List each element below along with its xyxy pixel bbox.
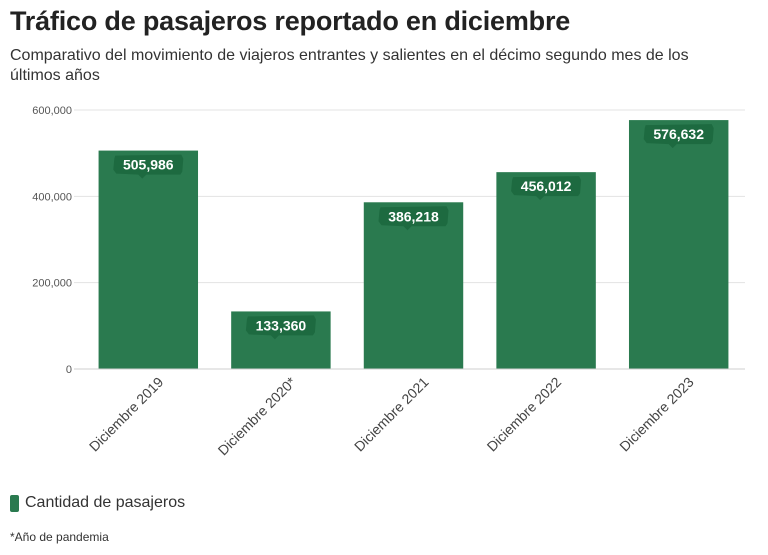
data-label: 133,360 (256, 317, 307, 333)
bar (496, 172, 596, 369)
bar (98, 150, 199, 369)
x-tick-label: Diciembre 2022 (484, 374, 565, 455)
y-tick-label: 0 (66, 364, 72, 376)
x-tick-label: Diciembre 2023 (616, 374, 697, 455)
data-label-badge (378, 206, 449, 231)
y-tick-label: 400,000 (32, 191, 72, 203)
chart-title: Tráfico de pasajeros reportado en diciem… (10, 6, 571, 36)
data-label-badge (245, 315, 316, 340)
data-label: 505,986 (123, 157, 174, 173)
x-tick-label: Diciembre 2019 (86, 374, 167, 455)
legend-label: Cantidad de pasajeros (25, 494, 186, 511)
y-tick-label: 200,000 (32, 278, 72, 290)
footnote: *Año de pandemia (10, 530, 109, 544)
data-label: 576,632 (653, 126, 704, 142)
bar (628, 120, 729, 369)
bar-chart: 0 200,000 400,000 600,000 505,986 Diciembre 2… (32, 105, 745, 458)
y-tick-label: 600,000 (32, 105, 72, 117)
data-label-badge (511, 176, 582, 201)
legend-swatch (10, 494, 19, 512)
data-label: 456,012 (521, 178, 572, 194)
bar (363, 202, 464, 369)
data-label-badge (113, 154, 184, 179)
data-label: 386,218 (388, 208, 439, 224)
x-tick-label: Diciembre 2021 (351, 374, 432, 455)
x-tick-label: Diciembre 2020* (215, 373, 300, 458)
chart-subtitle: Comparativo del movimiento de viajeros e… (10, 47, 689, 84)
data-label-badge (643, 124, 714, 149)
legend: Cantidad de pasajeros (10, 494, 185, 512)
